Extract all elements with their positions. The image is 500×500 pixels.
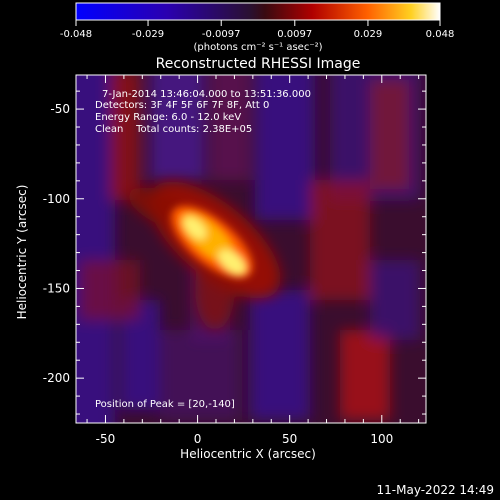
heatmap xyxy=(76,75,426,423)
y-axis-label: Heliocentric Y (arcsec) xyxy=(15,185,29,320)
x-tick-label: 0 xyxy=(194,432,202,446)
colorbar-tick-label: 0.029 xyxy=(354,29,383,40)
colorbar-tick-label: 0.0097 xyxy=(277,29,312,40)
info-line-clean: Clean Total counts: 2.38E+05 xyxy=(95,124,252,135)
peak-position-label: Position of Peak = [20,-140] xyxy=(95,399,235,410)
y-tick-label: -150 xyxy=(43,281,70,295)
plot-frame xyxy=(75,74,427,424)
info-line-detectors: Detectors: 3F 4F 5F 6F 7F 8F, Att 0 xyxy=(95,100,269,111)
footer-date: 11-May-2022 14:49 xyxy=(377,483,494,497)
colorbar-tick-label: 0.048 xyxy=(426,29,455,40)
colorbar-unit-label: (photons cm⁻² s⁻¹ asec⁻²) xyxy=(193,42,322,53)
colorbar-tick-label: -0.0097 xyxy=(202,29,241,40)
y-tick-label: -50 xyxy=(50,102,70,116)
info-line-energy: Energy Range: 6.0 - 12.0 keV xyxy=(95,112,241,123)
x-tick-label: 100 xyxy=(370,432,393,446)
y-tick-label: -200 xyxy=(43,371,70,385)
colorbar-tick-label: -0.029 xyxy=(132,29,164,40)
colorbar xyxy=(75,2,441,21)
colorbar-tick-label: -0.048 xyxy=(60,29,92,40)
y-tick-label: -100 xyxy=(43,192,70,206)
x-tick-label: -50 xyxy=(96,432,116,446)
info-line-time: 7-Jan-2014 13:46:04.000 to 13:51:36.000 xyxy=(102,89,311,100)
x-tick-label: 50 xyxy=(282,432,297,446)
chart-title: Reconstructed RHESSI Image xyxy=(156,56,361,72)
x-axis-label: Heliocentric X (arcsec) xyxy=(180,447,316,461)
